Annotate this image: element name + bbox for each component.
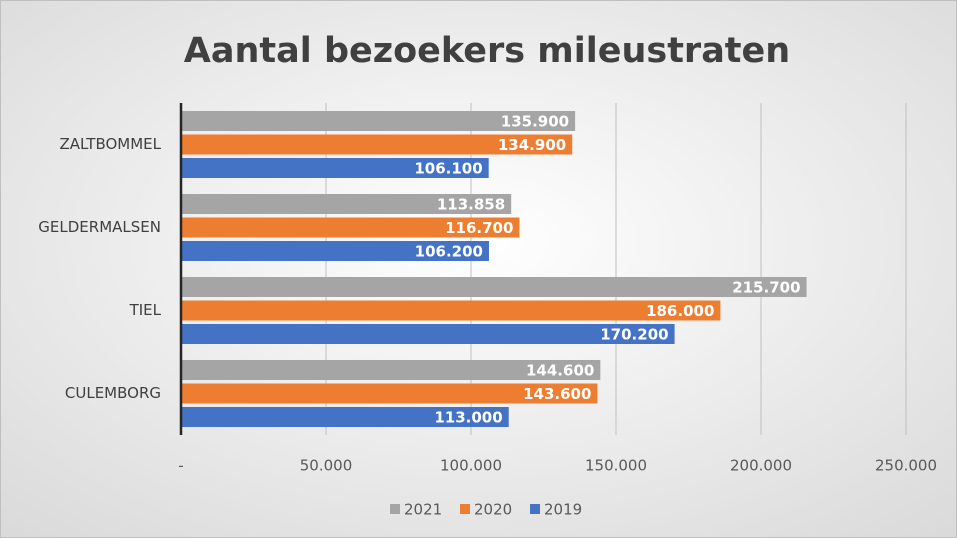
legend-swatch (460, 504, 470, 514)
bar (181, 277, 807, 297)
bar (181, 134, 573, 155)
bar (181, 217, 520, 238)
y-tick-label: CULEMBORG (65, 384, 161, 402)
data-label: 106.200 (415, 243, 483, 261)
data-label: 134.900 (498, 136, 566, 154)
data-label: 113.858 (437, 196, 505, 214)
x-tick-label: 150.000 (585, 457, 647, 475)
legend-label: 2019 (544, 501, 582, 519)
y-tick-label: ZALTBOMMEL (59, 135, 161, 153)
x-tick-label: 200.000 (730, 457, 792, 475)
legend-swatch (530, 504, 540, 514)
data-label: 170.200 (600, 326, 668, 344)
legend-label: 2021 (404, 501, 442, 519)
data-label: 113.000 (434, 409, 502, 427)
y-tick-label: TIEL (129, 301, 162, 319)
data-label: 116.700 (445, 219, 513, 237)
bar (181, 360, 601, 380)
legend-swatch (390, 504, 400, 514)
bar (181, 300, 721, 321)
chart-title: Aantal bezoekers mileustraten (184, 31, 790, 71)
y-tick-label: GELDERMALSEN (38, 218, 161, 236)
bar (181, 383, 598, 404)
data-label: 106.100 (414, 160, 482, 178)
bar (181, 194, 512, 214)
x-tick-label: 100.000 (440, 457, 502, 475)
x-tick-label: 250.000 (875, 457, 937, 475)
data-label: 186.000 (646, 302, 714, 320)
x-tick-label: - (178, 457, 183, 475)
bar (181, 111, 576, 131)
data-label: 143.600 (523, 385, 591, 403)
x-tick-label: 50.000 (300, 457, 353, 475)
data-label: 215.700 (732, 279, 800, 297)
bar (181, 241, 489, 261)
data-label: 144.600 (526, 362, 594, 380)
bar (181, 158, 489, 178)
data-label: 135.900 (501, 113, 569, 131)
bar (181, 407, 509, 427)
legend-label: 2020 (474, 501, 512, 519)
bar (181, 324, 675, 344)
